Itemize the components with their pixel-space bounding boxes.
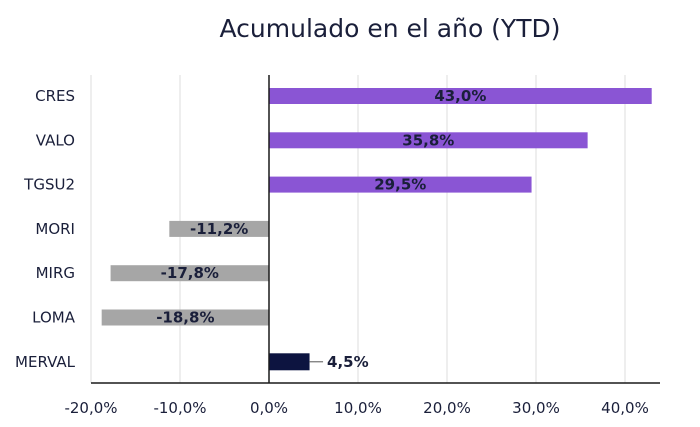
x-tick-label-6: 40,0% xyxy=(601,399,649,417)
category-label-cres: CRES xyxy=(35,87,75,105)
bar-loma xyxy=(101,309,270,326)
labels: -20,0% -10,0% 0,0% 10,0% 20,0% 30,0% 40,0% CRES… xyxy=(15,87,649,417)
data-label-valo: 35,8% xyxy=(402,131,454,149)
bars xyxy=(101,88,652,371)
x-tick-label-4: 20,0% xyxy=(423,399,471,417)
axes xyxy=(91,75,660,384)
x-tick-label-3: 10,0% xyxy=(334,399,382,417)
data-label-cres: 43,0% xyxy=(434,87,486,105)
bar-cres xyxy=(269,88,652,104)
data-label-loma: -18,8% xyxy=(156,309,214,327)
x-tick-label-5: 30,0% xyxy=(512,399,560,417)
bar-mori xyxy=(169,220,269,237)
x-tick-label-2: 0,0% xyxy=(250,399,288,417)
bar-mirg xyxy=(110,265,269,282)
x-tick-label-0: -20,0% xyxy=(64,399,117,417)
category-label-tgsu2: TGSU2 xyxy=(23,176,75,194)
x-tick-label-1: -10,0% xyxy=(153,399,206,417)
chart-title: Acumulado en el año (YTD) xyxy=(219,14,561,43)
category-label-mirg: MIRG xyxy=(36,264,75,282)
data-label-mirg: -17,8% xyxy=(161,264,219,282)
bar-merval xyxy=(268,353,310,371)
data-label-mori: -11,2% xyxy=(190,220,248,238)
category-label-valo: VALO xyxy=(36,131,75,149)
bar-tgsu2 xyxy=(269,176,532,193)
category-label-mori: MORI xyxy=(35,220,75,238)
category-label-merval: MERVAL xyxy=(15,353,76,371)
category-label-loma: LOMA xyxy=(32,309,76,327)
data-label-tgsu2: 29,5% xyxy=(374,176,426,194)
data-label-merval: 4,5% xyxy=(327,353,369,371)
bar-valo xyxy=(269,132,588,149)
